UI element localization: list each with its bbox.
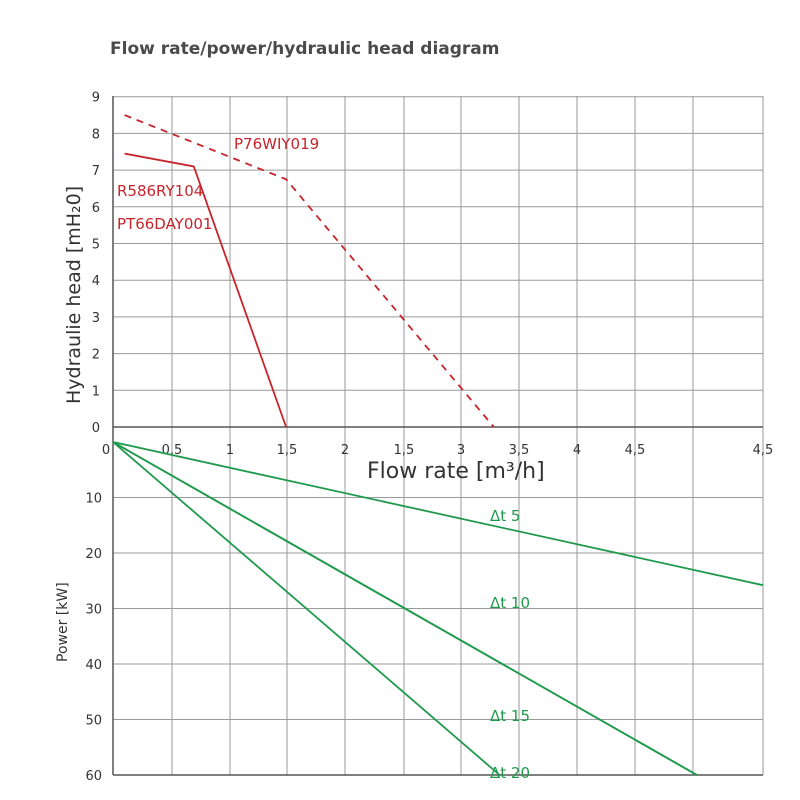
- y-tick-label-head: 6: [92, 201, 100, 216]
- y-tick-label-head: 0: [92, 421, 100, 436]
- x-tick-label: 4,5: [625, 443, 646, 458]
- power-series-label: Δt 20: [490, 764, 530, 782]
- head-series-label: P76WIY019: [234, 135, 319, 153]
- x-axis-title: Flow rate [m³/h]: [367, 459, 545, 484]
- y-tick-label-head: 3: [92, 311, 100, 326]
- y-tick-label-power: 60: [85, 769, 102, 784]
- grid-layer: [112, 96, 764, 776]
- x-tick-label: 0: [102, 443, 110, 458]
- head-curve-solid: [124, 152, 287, 428]
- y-tick-label-power: 10: [85, 492, 102, 507]
- x-tick-label: 3: [457, 443, 465, 458]
- power-series-label: Δt 15: [490, 707, 530, 725]
- power-series-label: Δt 5: [490, 507, 520, 525]
- y-axis-title-power: Power [kW]: [55, 582, 71, 662]
- power-series-label: Δt 10: [490, 594, 530, 612]
- power-line-1: [112, 441, 764, 587]
- y-tick-label-power: 50: [85, 714, 102, 729]
- y-tick-label-head: 5: [92, 238, 100, 253]
- head-series-label: PT66DAY001: [117, 215, 212, 233]
- y-axis-title-head: Hydraulie head [mH₂0]: [63, 186, 85, 404]
- y-tick-label-power: 30: [85, 603, 102, 618]
- y-tick-label-head: 9: [92, 91, 100, 106]
- y-tick-label-head: 2: [92, 348, 100, 363]
- head-curve-dashed: [124, 114, 495, 428]
- x-tick-label: 1,5: [277, 443, 298, 458]
- head-series-label: R586RY104: [117, 182, 203, 200]
- chart-title: Flow rate/power/hydraulic head diagram: [110, 39, 500, 59]
- x-tick-label: 1: [226, 443, 234, 458]
- y-tick-label-head: 4: [92, 274, 100, 289]
- series-layer: [112, 114, 764, 776]
- y-tick-label-head: 7: [92, 164, 100, 179]
- y-tick-label-power: 20: [85, 547, 102, 562]
- x-tick-label: 4: [573, 443, 581, 458]
- x-tick-label: 4,5: [753, 443, 774, 458]
- x-tick-label: 2: [341, 443, 349, 458]
- power-line-3: [112, 441, 698, 776]
- label-layer: P76WIY019 R586RY104 PT66DAY001 Δt 5 Δt 10 Δt …: [117, 135, 530, 782]
- y-tick-label-head: 1: [92, 384, 100, 399]
- y-tick-label-power: 40: [85, 658, 102, 673]
- x-tick-label: 3,5: [509, 443, 530, 458]
- power-line-4: [112, 441, 501, 776]
- y-tick-label-head: 8: [92, 127, 100, 142]
- x-tick-label: 1,5: [394, 443, 415, 458]
